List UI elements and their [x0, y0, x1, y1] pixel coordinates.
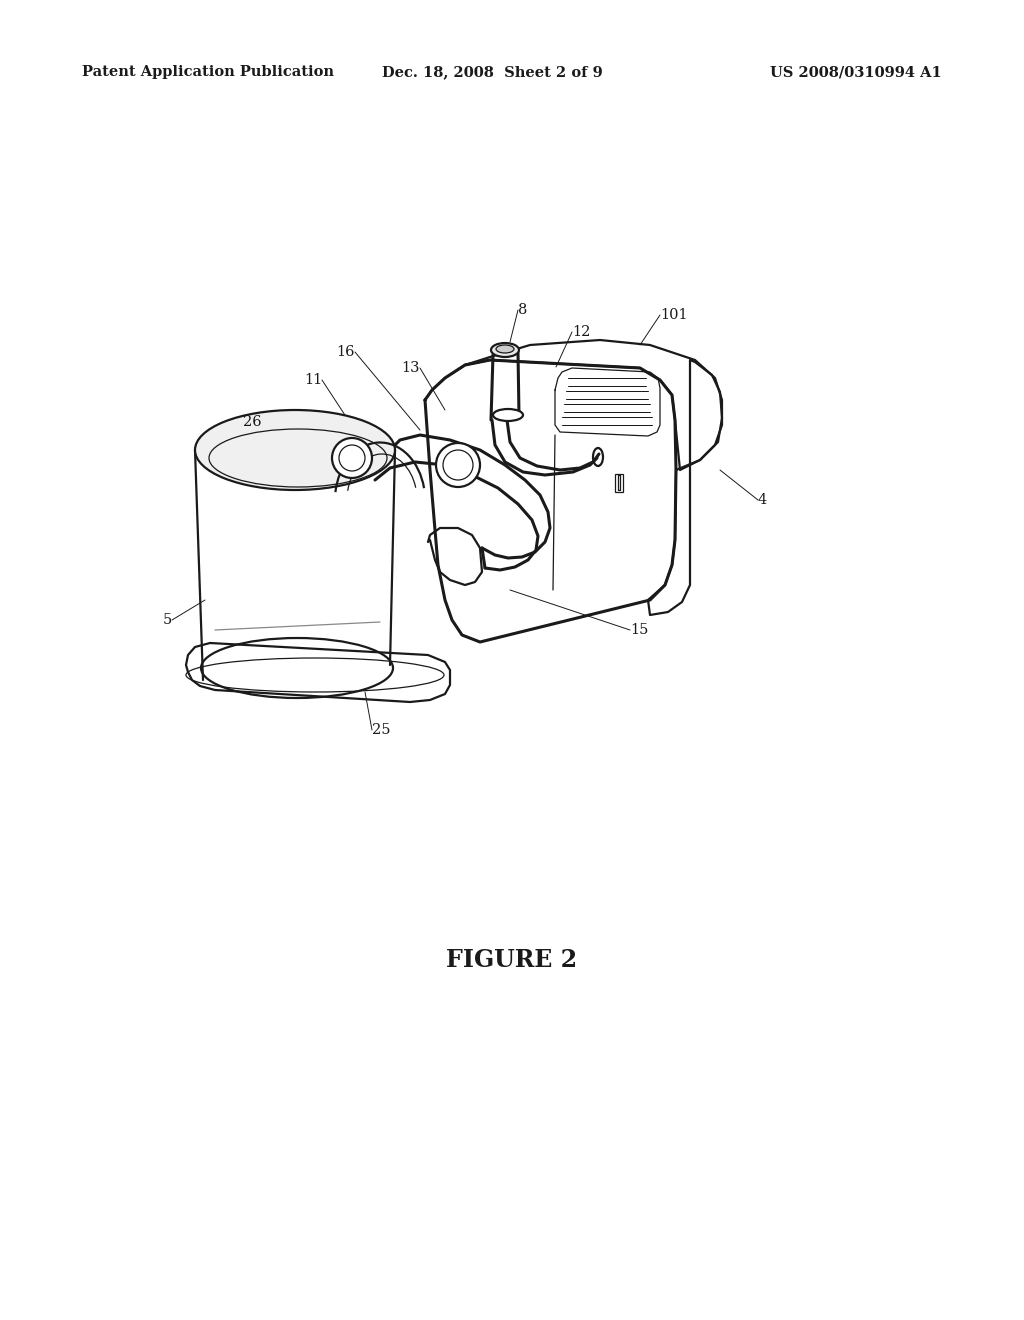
- Ellipse shape: [332, 438, 372, 478]
- Text: 26: 26: [244, 414, 262, 429]
- Text: 8: 8: [518, 304, 527, 317]
- Text: 15: 15: [630, 623, 648, 638]
- Text: 4: 4: [758, 492, 767, 507]
- Ellipse shape: [436, 444, 480, 487]
- Ellipse shape: [493, 409, 523, 421]
- Text: 13: 13: [401, 360, 420, 375]
- Text: 25: 25: [372, 723, 390, 737]
- Text: 101: 101: [660, 308, 688, 322]
- Text: Patent Application Publication: Patent Application Publication: [82, 65, 334, 79]
- Bar: [615, 474, 623, 492]
- Ellipse shape: [195, 411, 395, 490]
- Ellipse shape: [496, 345, 514, 352]
- Text: Dec. 18, 2008  Sheet 2 of 9: Dec. 18, 2008 Sheet 2 of 9: [382, 65, 602, 79]
- Text: 12: 12: [572, 325, 591, 339]
- Text: 11: 11: [304, 374, 322, 387]
- Text: FIGURE 2: FIGURE 2: [446, 948, 578, 972]
- Ellipse shape: [490, 343, 519, 356]
- Text: 16: 16: [337, 345, 355, 359]
- Text: US 2008/0310994 A1: US 2008/0310994 A1: [770, 65, 942, 79]
- Text: 5: 5: [163, 612, 172, 627]
